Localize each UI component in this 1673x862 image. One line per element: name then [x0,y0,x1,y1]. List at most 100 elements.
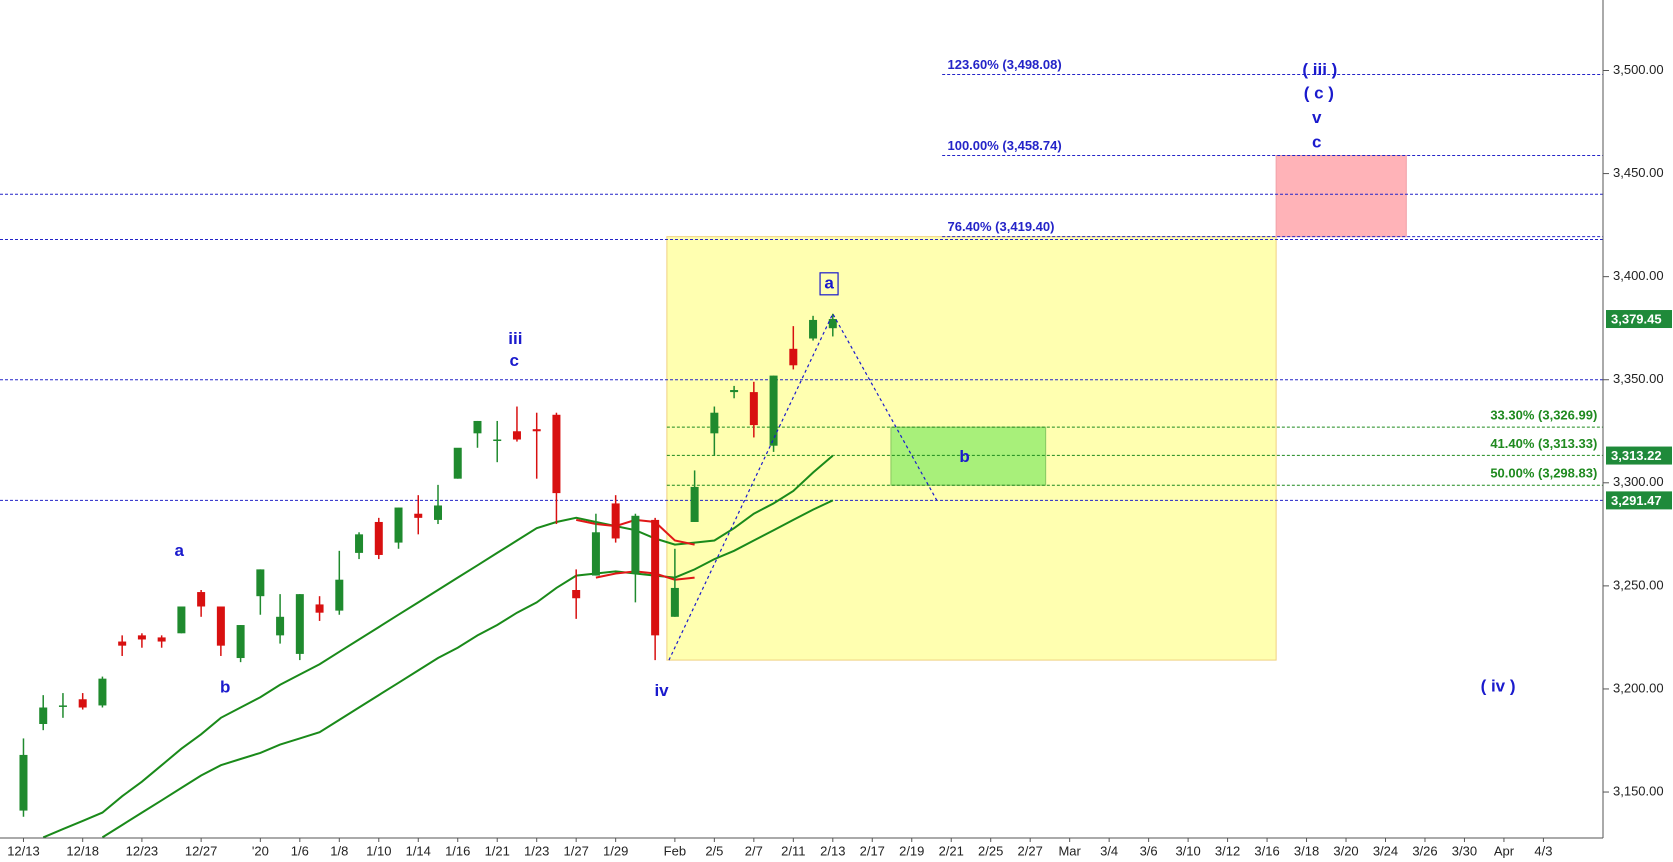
x-tick-label: Feb [664,843,686,858]
x-tick-label: 1/21 [485,843,510,858]
fib-label: 33.30% (3,326.99) [1490,408,1597,423]
candle-body [315,604,324,613]
y-tick-label: 3,500.00 [1613,62,1664,77]
candle-body [631,515,640,574]
x-tick-label: 3/6 [1140,843,1158,858]
x-tick-label: 4/3 [1534,843,1552,858]
fib-label: 76.40% (3,419.40) [947,219,1054,234]
price-label: 3,379.45 [1611,311,1662,326]
x-tick-label: 2/7 [745,843,763,858]
candle-body [137,635,146,640]
candle-body [19,754,28,811]
candle-body [651,519,660,636]
wave-label: b [959,447,969,466]
x-tick-label: 3/12 [1215,843,1240,858]
candle-body [374,521,383,555]
x-tick-label: 3/20 [1333,843,1358,858]
candle-body [710,412,719,434]
price-label-box [1606,446,1672,465]
candle-body [434,505,443,520]
x-tick-label: 1/8 [330,843,348,858]
y-tick-label: 3,250.00 [1613,577,1664,592]
wave-label: c [510,351,519,370]
wave-label: iii [508,329,522,348]
y-tick-label: 3,400.00 [1613,268,1664,283]
candle-body [512,431,521,440]
x-tick-label: 3/4 [1100,843,1118,858]
x-tick-label: 2/5 [705,843,723,858]
x-tick-label: 2/11 [781,843,805,858]
x-tick-label: 2/19 [899,843,924,858]
candle-body [335,579,344,611]
wave-label: ( c ) [1304,83,1334,102]
x-tick-label: 12/18 [66,843,99,858]
candle-body [670,587,679,617]
x-tick-label: 3/18 [1294,843,1319,858]
wave-label: ( iii ) [1302,60,1337,79]
candle-body [295,594,304,654]
fib-label: 123.60% (3,498.08) [947,57,1061,72]
wave-label-box [819,272,839,296]
candle-body [39,707,48,724]
fib-label: 41.40% (3,313.33) [1490,436,1597,451]
candle-body [769,375,778,446]
candle-body [394,507,403,543]
candle-body [532,429,541,432]
x-tick-label: 2/13 [820,843,845,858]
candle-body [78,699,87,708]
ma-line [101,499,834,839]
x-tick-label: 2/17 [860,843,885,858]
x-tick-label: 3/30 [1452,843,1477,858]
x-tick-label: 1/6 [291,843,309,858]
price-label-box [1606,310,1672,329]
ma-line [595,570,695,581]
zone [890,426,1047,486]
y-tick-label: 3,350.00 [1613,371,1664,386]
x-tick-label: 12/27 [185,843,218,858]
x-tick-label: 12/23 [126,843,159,858]
y-tick-label: 3,200.00 [1613,680,1664,695]
candle-body [473,420,482,434]
wave-label: a [824,273,834,292]
price-label-box [1606,491,1672,510]
x-tick-label: 2/25 [978,843,1003,858]
candle-body [730,390,739,393]
x-tick-label: '20 [252,843,269,858]
x-tick-label: 2/27 [1018,843,1043,858]
candle-body [236,625,245,659]
fib-label: 50.00% (3,298.83) [1490,466,1597,481]
x-tick-label: 3/10 [1175,843,1200,858]
candle-body [276,616,285,636]
x-tick-label: 3/26 [1412,843,1437,858]
candle-body [98,678,107,706]
candle-body [493,439,502,442]
candle-body [58,705,67,707]
x-tick-label: 1/16 [445,843,470,858]
candle-body [809,319,818,339]
x-tick-label: Mar [1058,843,1081,858]
wave-label: c [1312,132,1321,151]
candle-body [591,532,600,576]
x-tick-label: 12/13 [7,843,40,858]
candle-body [552,414,561,494]
x-tick-label: 1/27 [564,843,589,858]
candle-body [749,392,758,426]
y-tick-label: 3,450.00 [1613,165,1664,180]
candle-body [118,641,127,646]
x-tick-label: 3/24 [1373,843,1398,858]
candle-body [789,348,798,366]
candle-body [572,590,581,599]
y-tick-label: 3,300.00 [1613,474,1664,489]
wave-label: iv [654,681,669,700]
x-tick-label: 1/14 [406,843,431,858]
candle-body [611,503,620,539]
y-tick-label: 3,150.00 [1613,783,1664,798]
wave-label: b [220,678,230,697]
wave-label: v [1312,108,1322,127]
ma-line [42,454,834,839]
x-tick-label: Apr [1494,843,1515,858]
wave-label: ( iv ) [1481,677,1516,696]
candle-body [453,447,462,479]
